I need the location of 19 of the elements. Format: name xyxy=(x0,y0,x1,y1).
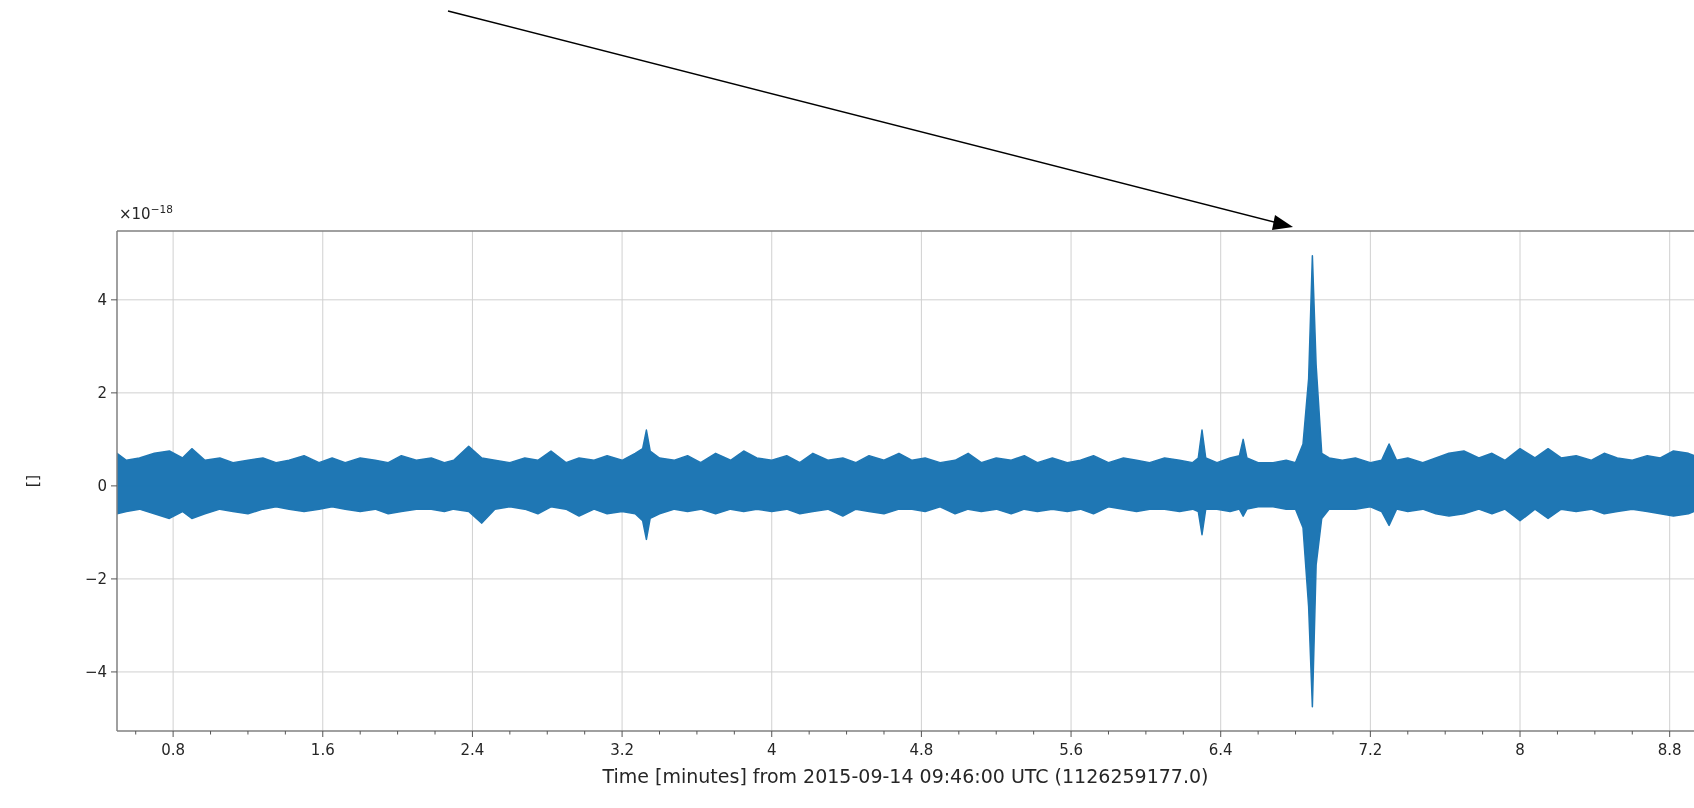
x-tick-label: 8.8 xyxy=(1657,741,1682,759)
x-tick-label: 5.6 xyxy=(1059,741,1083,759)
x-tick-label: 8 xyxy=(1515,741,1525,759)
y-tick-label: −2 xyxy=(84,569,107,588)
text: ×10$^{−18}$ xyxy=(119,203,173,223)
x-tick-label: 2.4 xyxy=(460,741,485,759)
x-tick-label: 6.4 xyxy=(1208,741,1233,759)
x-tick-label: 1.6 xyxy=(310,741,335,759)
x-tick-label: 3.2 xyxy=(610,741,635,759)
y-tick-label: −4 xyxy=(84,662,107,681)
x-axis-title: Time [minutes] from 2015-09-14 09:46:00 UTC (1126259177.0) xyxy=(601,765,1209,787)
y-tick-label: 2 xyxy=(97,383,107,402)
y-axis-title: [] xyxy=(23,474,42,488)
x-tick-label: 0.8 xyxy=(161,741,186,759)
y-tick-label: 4 xyxy=(97,290,107,309)
y-tick-label: 0 xyxy=(97,476,107,495)
x-tick-label: 4 xyxy=(766,741,777,759)
x-tick-label: 7.2 xyxy=(1358,741,1383,759)
x-tick-label: 4.8 xyxy=(909,741,934,759)
